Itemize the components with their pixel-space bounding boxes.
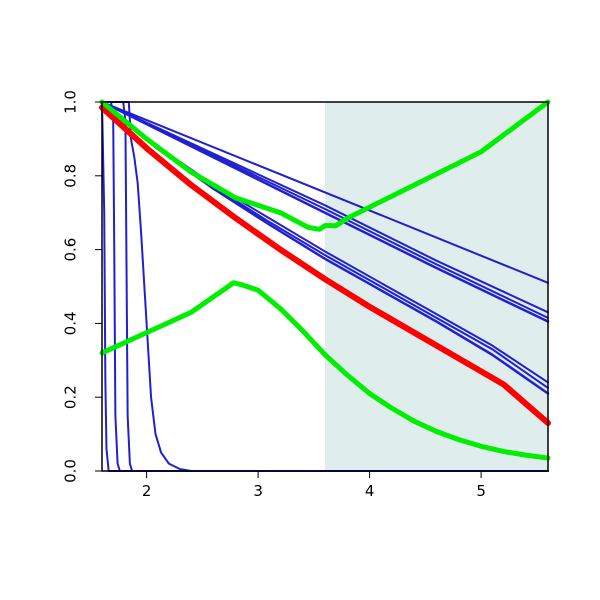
series-layer bbox=[99, 99, 551, 472]
plot-background bbox=[325, 102, 548, 471]
y-tick-label: 0.0 bbox=[61, 459, 79, 483]
y-tick-label: 1.0 bbox=[61, 90, 79, 114]
series-line-12 bbox=[99, 104, 551, 427]
shaded-region bbox=[325, 102, 548, 471]
axes-layer: 2 3 4 5 0.0 0.2 0.4 0.6 0.8 1.0 bbox=[61, 90, 549, 500]
series-line-5 bbox=[101, 101, 549, 284]
y-tick-label: 0.6 bbox=[61, 238, 79, 262]
y-tick-label: 0.8 bbox=[61, 164, 79, 188]
series-line-13 bbox=[99, 99, 551, 232]
series-line-8 bbox=[100, 100, 550, 323]
x-tick-label: 3 bbox=[253, 482, 263, 500]
plot-frame bbox=[101, 101, 549, 472]
x-tick-label: 5 bbox=[476, 482, 486, 500]
series-line-4 bbox=[101, 101, 549, 472]
series-line-6 bbox=[101, 101, 549, 314]
x-tick-label: 2 bbox=[142, 482, 152, 500]
x-tick-label: 4 bbox=[365, 482, 375, 500]
series-line-14 bbox=[99, 280, 551, 461]
y-tick-label: 0.2 bbox=[61, 385, 79, 409]
series-line-2 bbox=[101, 101, 549, 472]
y-tick-label: 0.4 bbox=[61, 311, 79, 335]
